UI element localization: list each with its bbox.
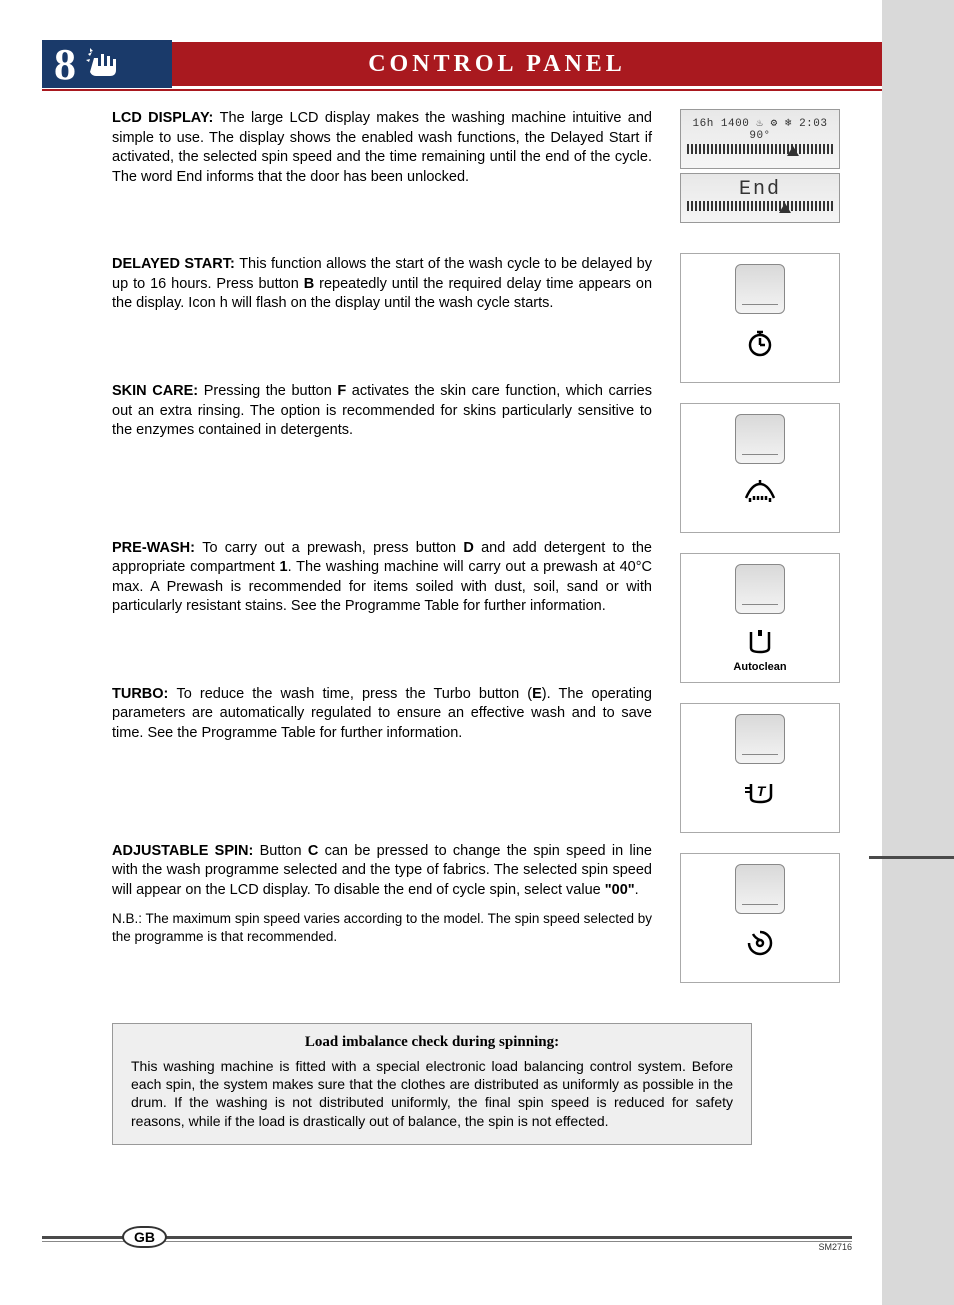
button-panel-prewash: Autoclean [680, 553, 840, 683]
page-number-box: 8 [42, 40, 172, 88]
section-lcd-display: LCD DISPLAY: The large LCD display makes… [112, 109, 652, 187]
header-bar: 8 CONTROL PANEL [112, 42, 882, 86]
lcd-progress-bar [687, 144, 833, 154]
section-turbo: TURBO: To reduce the wash time, press th… [112, 685, 652, 744]
section-pre-wash: PRE-WASH: To carry out a prewash, press … [112, 539, 652, 617]
nb-note: N.B.: The maximum spin speed varies acco… [112, 910, 652, 946]
physical-button[interactable] [735, 414, 785, 464]
spin-icon [745, 928, 775, 963]
panel-label: Autoclean [733, 661, 786, 673]
prewash-icon [745, 628, 775, 659]
button-panel-spin [680, 853, 840, 983]
content-area: LCD DISPLAY: The large LCD display makes… [42, 109, 882, 1003]
turbo-icon: T [743, 778, 777, 809]
section-label: ADJUSTABLE SPIN: [112, 843, 260, 859]
info-box-body: This washing machine is fitted with a sp… [131, 1057, 733, 1130]
right-sidebar-decoration [882, 0, 954, 1305]
section-delayed-start: DELAYED START: This function allows the … [112, 255, 652, 314]
section-skin-care: SKIN CARE: Pressing the button F activat… [112, 382, 652, 441]
svg-text:T: T [757, 783, 767, 799]
section-label: DELAYED START: [112, 256, 239, 272]
page-footer: GB SM2716 [42, 1236, 852, 1242]
lcd-display-1: 16h 1400 ♨ ⚙ ❄ 2:03 90° [680, 109, 840, 169]
lcd-end-text: End [681, 178, 839, 201]
section-label: TURBO: [112, 686, 176, 702]
page-number: 8 [54, 39, 76, 90]
clock-icon [745, 328, 775, 363]
text-column: LCD DISPLAY: The large LCD display makes… [112, 109, 652, 1003]
section-label: LCD DISPLAY: [112, 110, 220, 126]
section-adjustable-spin: ADJUSTABLE SPIN: Button C can be pressed… [112, 842, 652, 947]
physical-button[interactable] [735, 714, 785, 764]
physical-button[interactable] [735, 264, 785, 314]
button-panel-skin-care [680, 403, 840, 533]
load-imbalance-info-box: Load imbalance check during spinning: Th… [112, 1023, 752, 1145]
info-box-title: Load imbalance check during spinning: [131, 1034, 733, 1051]
section-label: PRE-WASH: [112, 540, 202, 556]
language-badge: GB [122, 1226, 167, 1248]
physical-button[interactable] [735, 864, 785, 914]
button-panel-turbo: T [680, 703, 840, 833]
lcd-row-text: 16h 1400 ♨ ⚙ ❄ 2:03 90° [681, 116, 839, 142]
button-panel-delayed-start [680, 253, 840, 383]
header-title: CONTROL PANEL [112, 51, 882, 78]
icons-column: 16h 1400 ♨ ⚙ ❄ 2:03 90° End [680, 109, 840, 1003]
lcd-display-2: End [680, 173, 840, 223]
hand-icon [84, 44, 120, 85]
lcd-arrow-icon [779, 203, 791, 213]
physical-button[interactable] [735, 564, 785, 614]
document-code: SM2716 [818, 1242, 852, 1252]
section-label: SKIN CARE: [112, 383, 204, 399]
lcd-progress-bar [687, 201, 833, 211]
lcd-arrow-icon [787, 146, 799, 156]
manual-page: 8 CONTROL PANEL LCD DISPLAY: The large L… [42, 42, 882, 1262]
skin-care-icon [742, 478, 778, 509]
header-underline [42, 89, 882, 91]
